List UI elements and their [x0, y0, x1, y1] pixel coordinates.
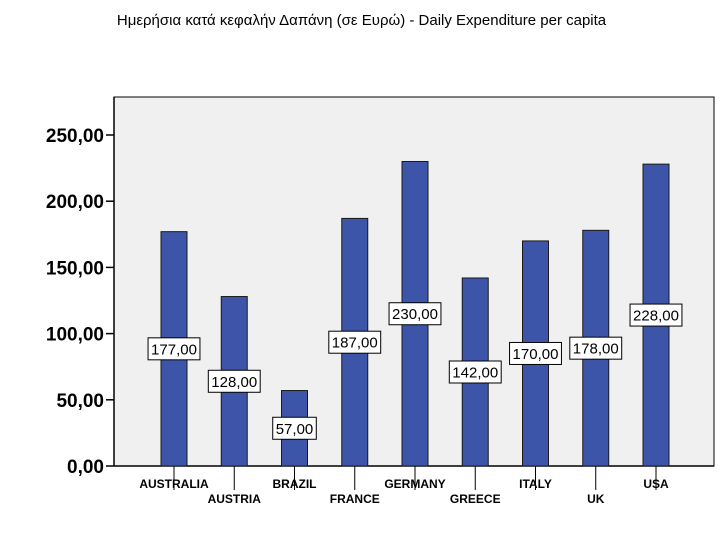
x-tick-label: USA: [643, 477, 669, 491]
y-tick-label: 150,00: [46, 258, 104, 279]
y-tick-label: 200,00: [46, 192, 104, 213]
y-tick-label: 100,00: [46, 325, 104, 346]
data-label: 177,00: [147, 337, 201, 361]
data-label: 178,00: [569, 336, 623, 360]
data-label-text: 230,00: [392, 306, 438, 323]
x-tick-label: GERMANY: [384, 477, 445, 491]
data-label-box: [629, 303, 683, 327]
x-tick-label: UK: [587, 492, 605, 506]
data-label-box: [328, 330, 382, 354]
y-tick-label: 0,00: [67, 457, 104, 478]
data-label: 57,00: [272, 416, 317, 440]
data-label-text: 228,00: [633, 308, 679, 325]
data-label: 142,00: [448, 360, 502, 384]
data-label: 128,00: [207, 369, 261, 393]
y-tick-label: 50,00: [56, 391, 104, 412]
data-label-box: [509, 341, 562, 365]
data-label-box: [569, 336, 623, 360]
x-tick-label: ITALY: [519, 477, 552, 491]
data-labels: 177,00 128,00 57,00 187,00 230,00 142,00 170,0…: [147, 302, 683, 440]
chart-title: Ημερήσια κατά κεφαλήν Δαπάνη (σε Ευρώ) -…: [116, 12, 607, 29]
data-label-text: 57,00: [276, 421, 314, 438]
data-label-box: [272, 416, 317, 440]
data-label-text: 170,00: [513, 346, 559, 363]
data-label-text: 142,00: [452, 364, 498, 381]
data-label-box: [388, 302, 442, 326]
x-tick-label: AUSTRALIA: [139, 477, 209, 491]
data-label-text: 128,00: [211, 374, 257, 391]
data-label-box: [448, 360, 502, 384]
x-tick-label: BRAZIL: [273, 477, 317, 491]
x-tick-label: AUSTRIA: [208, 492, 262, 506]
data-label-text: 178,00: [573, 341, 619, 358]
data-label: 228,00: [629, 303, 683, 327]
y-tick-label: 250,00: [46, 126, 104, 147]
data-label: 187,00: [328, 330, 382, 354]
x-tick-label: GREECE: [450, 492, 501, 506]
x-tick-label: FRANCE: [330, 492, 380, 506]
y-axis: 0,00 50,00 100,00 150,00 200,00 250,00: [46, 97, 115, 478]
data-label: 170,00: [509, 341, 562, 365]
data-label: 230,00: [388, 302, 442, 326]
data-label-box: [147, 337, 201, 361]
data-label-text: 187,00: [332, 335, 378, 352]
data-label-box: [207, 369, 261, 393]
data-label-text: 177,00: [151, 341, 197, 358]
